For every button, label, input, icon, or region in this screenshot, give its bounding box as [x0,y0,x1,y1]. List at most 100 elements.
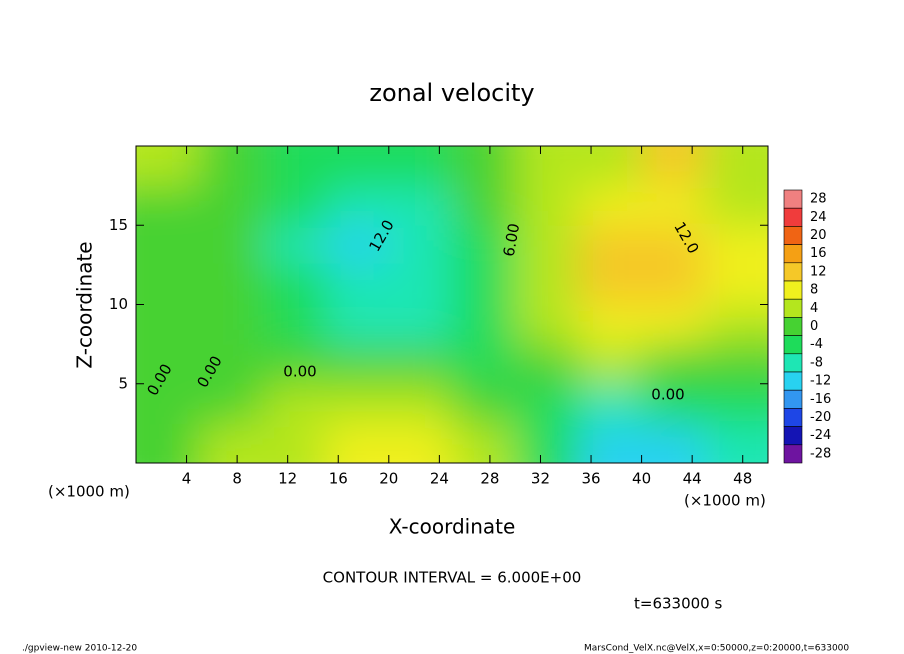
field-cell [578,344,643,385]
field-cell [325,344,390,385]
field-cell [262,185,327,226]
field-cell [262,225,327,266]
field-cell [452,264,516,305]
field-cell [136,344,200,385]
y-unit: (×1000 m) [48,483,130,501]
colorbar-label: -12 [810,374,831,389]
field-cell [704,225,768,266]
colorbar-swatch [783,371,803,391]
x-tick-label: 4 [182,470,192,488]
contour-label: 6.00 [500,222,524,258]
field-cell [641,344,706,385]
field-cell [452,304,516,345]
colorbar-label: 8 [810,283,818,298]
field-cell [199,225,263,266]
field-cell [199,344,263,385]
field-cell [578,304,643,345]
contour-interval: CONTOUR INTERVAL = 6.000E+00 [323,569,582,587]
field-cell [641,264,706,305]
colorbar-label: -4 [810,337,823,352]
x-tick-label: 16 [329,470,348,488]
field-cell [388,225,453,266]
field-cell [641,383,706,424]
field-cell [578,185,643,226]
field-cell [452,146,516,187]
colorbar-swatch [783,244,803,264]
field-cell [515,383,579,424]
field-cell [136,185,200,226]
field-cell [136,423,200,463]
footer-right: MarsCond_VelX.nc@VelX,x=0:50000,z=0:2000… [584,644,849,654]
contour-label: 0.00 [651,386,684,404]
field-cell [641,146,706,187]
field-cell [515,225,579,266]
field-cell [515,264,579,305]
field-cell [515,146,579,187]
x-tick-label: 24 [430,470,449,488]
field-cell [199,185,263,226]
colorbar-label: 4 [810,301,818,316]
field-cell [325,423,390,463]
field-cell [388,423,453,463]
field-cell [325,185,390,226]
field-cell [578,423,643,463]
field-cell [704,383,768,424]
x-tick-label: 40 [632,470,651,488]
field-cell [388,264,453,305]
x-tick-label: 32 [531,470,550,488]
field-cell [199,383,263,424]
field-cell [452,344,516,385]
x-tick-label: 44 [683,470,702,488]
field-cell [262,344,327,385]
field-cell [704,304,768,345]
x-tick-label: 48 [733,470,752,488]
contour-label: 0.00 [283,363,316,381]
colorbar-swatch [783,280,803,300]
time-label: t=633000 s [634,595,722,613]
colorbar-label: -24 [810,428,831,443]
field-cell [704,146,768,187]
colorbar-swatch [783,317,803,336]
field-cell [578,264,643,305]
colorbar-label: 16 [810,246,827,261]
field-cell [262,264,327,305]
x-tick-label: 12 [278,470,297,488]
colorbar-swatch [783,189,803,209]
field-cell [325,225,390,266]
field-cell [388,185,453,226]
colorbar-label: 12 [810,264,827,279]
field-cell [452,225,516,266]
field-cell [704,423,768,463]
colorbar-swatch [783,426,803,446]
field-cell [515,344,579,385]
field-cell [515,304,579,345]
field-cell [325,383,390,424]
colorbar-swatch [783,389,803,409]
colorbar-swatch [783,335,803,355]
y-axis-label: Z-coordinate [73,241,97,368]
colorbar-swatch [783,408,803,427]
field-cell [388,344,453,385]
chart-title: zonal velocity [369,79,534,107]
colorbar-swatch [783,226,803,245]
field-cell [262,383,327,424]
x-axis-label: X-coordinate [389,515,516,539]
field-cell [325,146,390,187]
x-unit: (×1000 m) [684,492,766,510]
colorbar-label: 20 [810,228,827,243]
field-cell [641,304,706,345]
field-cell [641,423,706,463]
footer-left: ./gpview-new 2010-12-20 [22,644,137,654]
x-tick-label: 36 [581,470,600,488]
colorbar-label: 28 [810,192,827,207]
field-cell [199,304,263,345]
field-cell [704,344,768,385]
x-tick-label: 28 [480,470,499,488]
colorbar-swatch [783,207,803,227]
field-cell [641,185,706,226]
field-cell [704,264,768,305]
field-cell [199,423,263,463]
field-cell [704,185,768,226]
y-tick-label: 5 [118,374,128,392]
